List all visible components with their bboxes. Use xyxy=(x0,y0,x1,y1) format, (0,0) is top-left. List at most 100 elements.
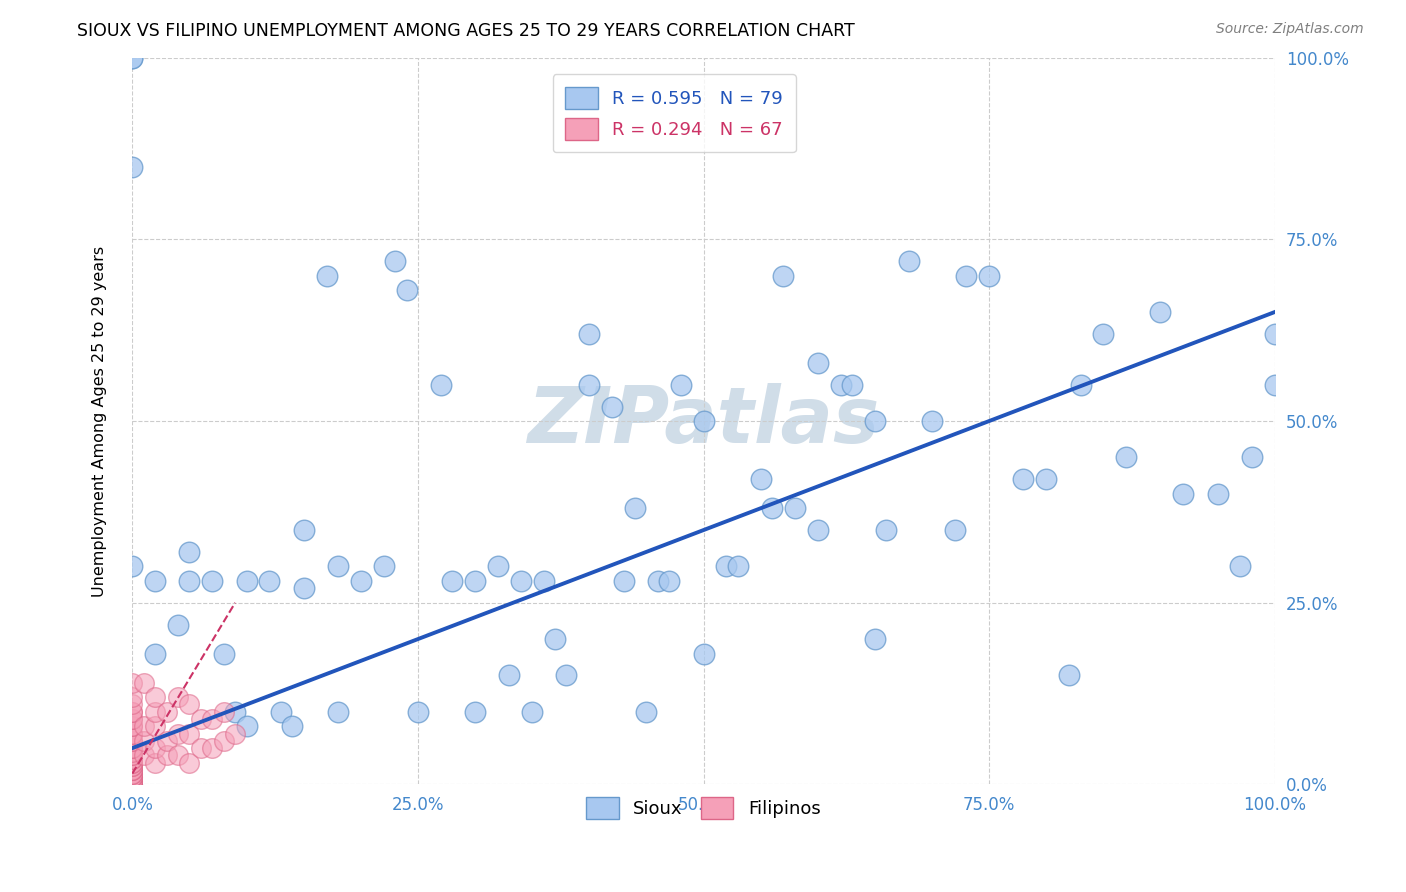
Point xyxy=(121,51,143,65)
Point xyxy=(1035,472,1057,486)
Point xyxy=(121,726,143,740)
Point xyxy=(121,773,143,788)
Point xyxy=(807,356,830,370)
Point xyxy=(898,254,921,268)
Point xyxy=(350,574,373,588)
Point xyxy=(807,523,830,537)
Point xyxy=(235,574,257,588)
Point xyxy=(121,741,143,756)
Point xyxy=(292,523,315,537)
Point xyxy=(121,763,143,777)
Point xyxy=(943,523,966,537)
Point xyxy=(121,675,143,690)
Point xyxy=(121,160,143,174)
Point xyxy=(1240,450,1263,465)
Point xyxy=(132,719,155,733)
Point xyxy=(121,759,143,773)
Point xyxy=(212,647,235,661)
Point xyxy=(179,545,201,559)
Point xyxy=(1264,326,1286,341)
Point xyxy=(212,734,235,748)
Point xyxy=(1069,377,1091,392)
Point xyxy=(121,766,143,780)
Point xyxy=(555,668,578,682)
Point xyxy=(395,283,418,297)
Text: SIOUX VS FILIPINO UNEMPLOYMENT AMONG AGES 25 TO 29 YEARS CORRELATION CHART: SIOUX VS FILIPINO UNEMPLOYMENT AMONG AGE… xyxy=(77,22,855,40)
Point xyxy=(121,705,143,719)
Point xyxy=(841,377,863,392)
Point xyxy=(498,668,520,682)
Point xyxy=(1057,668,1080,682)
Point xyxy=(167,726,190,740)
Point xyxy=(761,501,783,516)
Point xyxy=(373,559,395,574)
Point xyxy=(167,617,190,632)
Y-axis label: Unemployment Among Ages 25 to 29 years: Unemployment Among Ages 25 to 29 years xyxy=(93,245,107,597)
Point xyxy=(179,574,201,588)
Point xyxy=(1229,559,1251,574)
Point xyxy=(121,770,143,784)
Point xyxy=(143,705,166,719)
Point xyxy=(464,705,486,719)
Point xyxy=(121,777,143,791)
Point xyxy=(121,773,143,788)
Point xyxy=(121,726,143,740)
Point xyxy=(224,726,246,740)
Point xyxy=(155,705,177,719)
Point xyxy=(121,712,143,726)
Point xyxy=(121,741,143,756)
Point xyxy=(143,756,166,770)
Point xyxy=(1115,450,1137,465)
Point xyxy=(1149,305,1171,319)
Point xyxy=(955,268,977,283)
Point xyxy=(1264,377,1286,392)
Text: Source: ZipAtlas.com: Source: ZipAtlas.com xyxy=(1216,22,1364,37)
Point xyxy=(132,675,155,690)
Point xyxy=(167,690,190,705)
Point xyxy=(121,759,143,773)
Point xyxy=(624,501,647,516)
Point xyxy=(132,734,155,748)
Point xyxy=(190,741,212,756)
Point xyxy=(692,647,714,661)
Point xyxy=(121,698,143,712)
Point xyxy=(143,574,166,588)
Point xyxy=(179,698,201,712)
Point xyxy=(326,705,349,719)
Point xyxy=(143,690,166,705)
Point xyxy=(600,400,623,414)
Point xyxy=(121,756,143,770)
Point xyxy=(121,770,143,784)
Point xyxy=(121,756,143,770)
Point xyxy=(292,581,315,595)
Point xyxy=(315,268,337,283)
Point xyxy=(509,574,531,588)
Point xyxy=(121,752,143,766)
Point xyxy=(658,574,681,588)
Point xyxy=(121,777,143,791)
Point xyxy=(155,748,177,763)
Point xyxy=(143,741,166,756)
Point xyxy=(155,734,177,748)
Point xyxy=(716,559,738,574)
Point xyxy=(143,647,166,661)
Point xyxy=(783,501,806,516)
Point xyxy=(201,574,224,588)
Point xyxy=(224,705,246,719)
Point xyxy=(121,752,143,766)
Point xyxy=(259,574,281,588)
Point xyxy=(121,777,143,791)
Point xyxy=(121,777,143,791)
Point xyxy=(647,574,669,588)
Point xyxy=(281,719,304,733)
Text: ZIPatlas: ZIPatlas xyxy=(527,383,880,459)
Point xyxy=(121,690,143,705)
Point xyxy=(121,763,143,777)
Point xyxy=(863,414,886,428)
Point xyxy=(384,254,406,268)
Point xyxy=(121,777,143,791)
Point xyxy=(235,719,257,733)
Point xyxy=(201,712,224,726)
Point xyxy=(406,705,429,719)
Point xyxy=(772,268,794,283)
